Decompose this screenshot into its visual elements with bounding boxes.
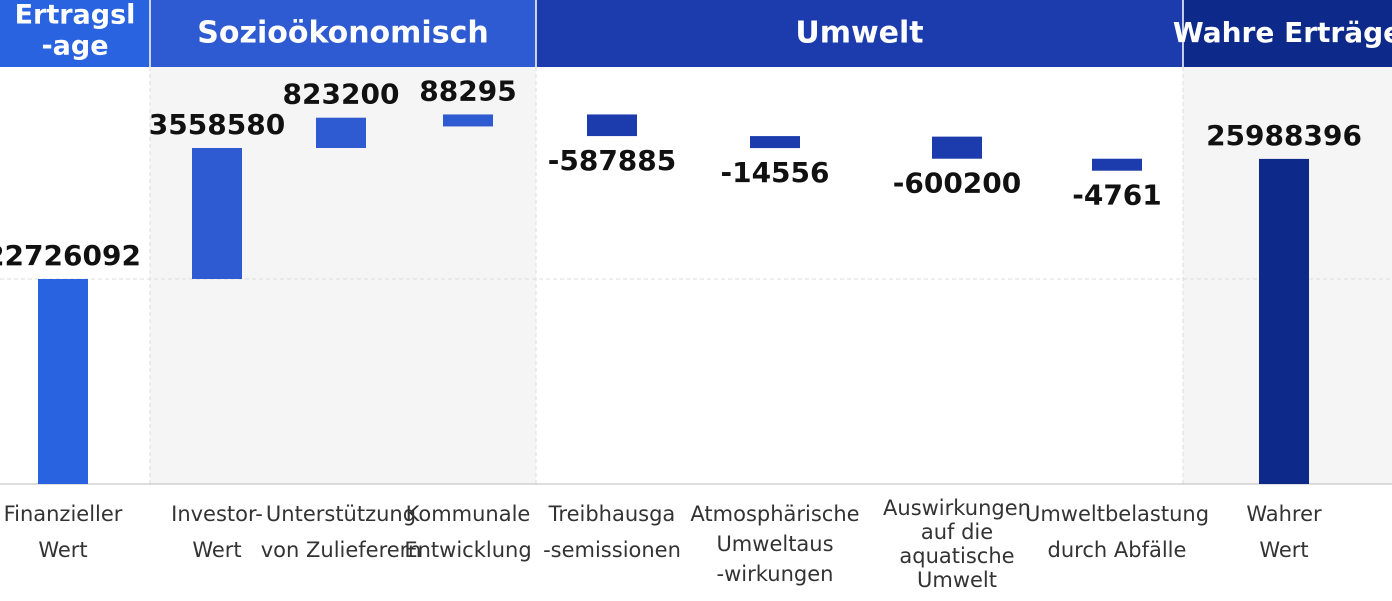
category-label: -wirkungen [717,562,834,586]
category-label: Wert [38,538,87,562]
group-header [536,0,1183,67]
category-label: Treibhausga [548,502,676,526]
group-header [150,0,536,67]
group-header-label: Sozioökonomisch [197,16,488,51]
category-label: Wert [192,538,241,562]
category-label: Kommunale [406,502,531,526]
data-label: 22726092 [0,239,141,272]
category-label: auf die [921,520,993,544]
category-label: von Zulieferern [261,538,422,562]
group-header-label: Umwelt [795,16,923,51]
waterfall-bar [587,114,637,137]
data-label: -4761 [1072,179,1162,212]
category-label: Wahrer [1246,502,1322,526]
data-label: 823200 [283,78,400,111]
category-label: Entwicklung [404,538,531,562]
data-label: -587885 [548,144,677,177]
group-header [0,0,150,67]
waterfall-bar [192,148,242,279]
category-label: Finanzieller [4,502,123,526]
data-label: 3558580 [149,108,285,141]
group-header [1183,0,1392,67]
waterfall-bar [316,117,366,148]
data-label: -600200 [893,167,1022,200]
data-label: -14556 [720,156,829,189]
category-label: -semissionen [543,538,681,562]
category-label: Auswirkungen [883,496,1031,520]
waterfall-bar [443,114,493,127]
waterfall-bar [1259,158,1309,484]
category-label: Atmosphärische [690,502,859,526]
category-label: Umweltaus [716,532,833,556]
data-label: 88295 [419,74,516,107]
group-header-label: -age [41,31,108,62]
waterfall-bar [1092,158,1142,171]
category-label: Umwelt [917,568,997,592]
category-label: Umweltbelastung [1025,502,1209,526]
category-label: aquatische [899,544,1014,568]
category-label: Wert [1259,538,1308,562]
waterfall-bar [932,136,982,159]
group-background [536,67,1183,484]
group-header-label: Wahre Erträge [1173,16,1392,49]
data-label: 25988396 [1206,119,1362,152]
group-header-label: Ertragsl [15,0,136,31]
waterfall-bar [38,279,88,484]
category-label: Investor- [171,502,263,526]
waterfall-bar [750,136,800,149]
category-label: durch Abfälle [1048,538,1187,562]
category-label: Unterstützung [266,502,416,526]
